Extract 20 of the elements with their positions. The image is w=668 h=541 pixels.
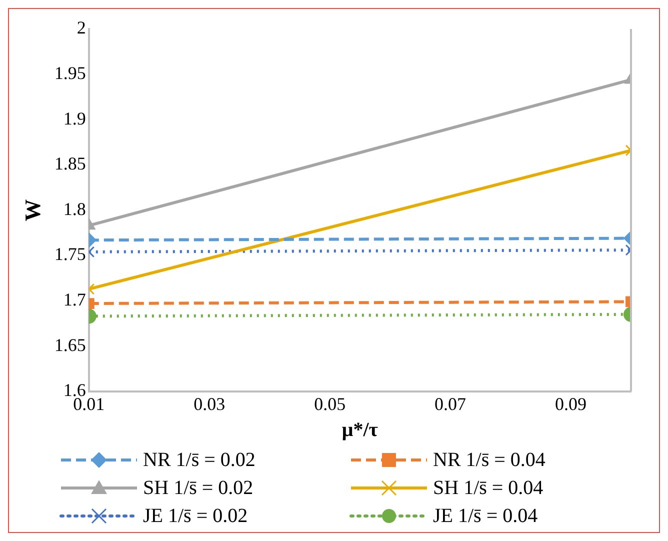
y-tick-label: 1.9: [63, 108, 86, 128]
y-tick-label: 1.75: [54, 244, 86, 264]
x-tick-label: 0.09: [555, 394, 587, 414]
x-tick-label: 0.03: [194, 394, 226, 414]
y-tick-label: 1.65: [54, 334, 86, 355]
y-tick-label: 1.95: [54, 63, 86, 84]
y-tick-label: 1.85: [54, 154, 86, 174]
legend-label: NR 1/s̄ = 0.04: [433, 448, 546, 473]
legend-label: JE 1/s̄ = 0.04: [433, 504, 538, 529]
y-tick-label: 1.8: [63, 198, 86, 219]
legend-label: NR 1/s̄ = 0.02: [143, 448, 256, 473]
x-tick-label: 0.07: [434, 394, 466, 414]
legend-label: SH 1/s̄ = 0.04: [433, 476, 544, 501]
x-axis-title: μ*/τ: [342, 419, 378, 442]
y-tick-label: 2: [76, 18, 86, 38]
legend-label: SH 1/s̄ = 0.02: [143, 476, 254, 501]
y-tick-label: 1.7: [63, 290, 86, 310]
legend-label: JE 1/s̄ = 0.02: [143, 504, 248, 529]
y-axis-title: W: [20, 199, 45, 222]
x-tick-label: 0.05: [314, 394, 346, 414]
